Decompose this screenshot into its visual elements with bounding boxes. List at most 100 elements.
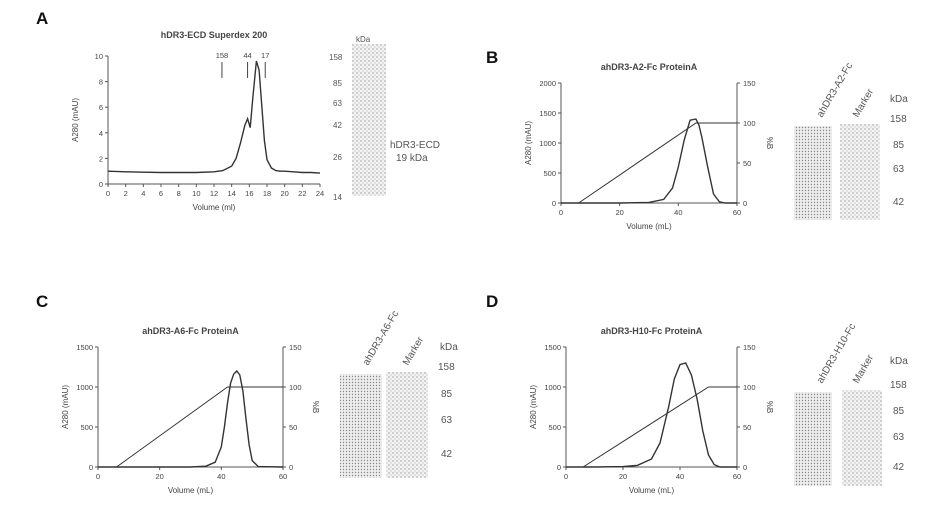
gel-lane-sample-c — [340, 374, 382, 478]
gel-lane-marker-c — [386, 372, 428, 478]
x-axis-label-b: Volume (mL) — [626, 222, 672, 231]
gel-lane-sample-d — [794, 392, 832, 486]
mw-marker-label-a: 44 — [243, 51, 251, 60]
chart-title-c: ahDR3-A6-Fc ProteinA — [142, 326, 239, 336]
x-tick-label-d: 0 — [564, 472, 568, 481]
x-axis-label-c: Volume (mL) — [168, 486, 214, 495]
x-tick-label-c: 20 — [155, 472, 163, 481]
gel-lane-marker-b — [840, 124, 880, 220]
x-tick-label-b: 60 — [733, 208, 741, 217]
gel-marker-26: 26 — [333, 153, 342, 162]
y2-tick-label-b: 100 — [743, 119, 756, 128]
gel-lane-label-marker-d: Marker — [851, 352, 876, 385]
panel-letter-b: B — [486, 48, 498, 67]
chart-panel-c: ahDR3-A6-Fc ProteinA02040600500100015000… — [61, 326, 320, 495]
gel-band-label-name: hDR3-ECD — [390, 140, 440, 151]
gel-marker-63-d: 63 — [893, 432, 905, 443]
x-tick-label-a: 8 — [177, 189, 181, 198]
y2-tick-label-c: 50 — [289, 423, 297, 432]
y-tick-label-a: 10 — [95, 52, 103, 61]
y2-tick-label-b: 50 — [743, 159, 751, 168]
series-line-d-gradient — [583, 387, 737, 467]
gel-lane-label-sample-b: ahDR3-A2-Fc — [815, 61, 855, 119]
gel-marker-85: 85 — [333, 79, 342, 88]
y2-tick-label-d: 0 — [743, 463, 747, 472]
gel-lane-label-sample-c: ahDR3-A6-Fc — [361, 309, 401, 367]
y-tick-label-d: 500 — [548, 423, 561, 432]
x-tick-label-a: 4 — [141, 189, 145, 198]
gel-lane-label-sample-d: ahDR3-H10-Fc — [815, 322, 858, 386]
y-tick-label-a: 2 — [99, 154, 103, 163]
gel-marker-85-d: 85 — [893, 406, 905, 417]
y-axis-label-b: A280 (mAU) — [524, 121, 533, 165]
y-tick-label-a: 0 — [99, 180, 103, 189]
x-tick-label-d: 60 — [733, 472, 741, 481]
x-tick-label-a: 16 — [245, 189, 253, 198]
y-tick-label-d: 1000 — [544, 383, 561, 392]
y2-tick-label-b: 0 — [743, 199, 747, 208]
x-tick-label-a: 6 — [159, 189, 163, 198]
gel-lane-sample-b — [794, 126, 832, 220]
gel-marker-63-c: 63 — [441, 415, 453, 426]
x-tick-label-c: 60 — [279, 472, 287, 481]
y-tick-label-b: 1500 — [539, 109, 556, 118]
gel-marker-42-d: 42 — [893, 462, 905, 473]
y-tick-label-a: 6 — [99, 103, 103, 112]
x-tick-label-c: 0 — [96, 472, 100, 481]
x-tick-label-d: 20 — [619, 472, 627, 481]
chart-title-a: hDR3-ECD Superdex 200 — [161, 30, 268, 40]
gel-marker-63-b: 63 — [893, 164, 905, 175]
series-line-b-absorbance — [561, 119, 737, 203]
gel-unit-label-d: kDa — [890, 356, 908, 367]
y-tick-label-b: 1000 — [539, 139, 556, 148]
y-tick-label-d: 1500 — [544, 343, 561, 352]
x-axis-label-d: Volume (mL) — [629, 486, 675, 495]
gel-unit-label-b: kDa — [890, 94, 908, 105]
gel-marker-85-b: 85 — [893, 140, 905, 151]
x-tick-label-a: 18 — [263, 189, 271, 198]
mw-marker-label-a: 17 — [261, 51, 269, 60]
chart-panel-b: ahDR3-A2-Fc ProteinA02040600500100015002… — [524, 62, 774, 231]
chart-title-b: ahDR3-A2-Fc ProteinA — [601, 62, 698, 72]
y-tick-label-b: 2000 — [539, 79, 556, 88]
x-tick-label-a: 20 — [280, 189, 288, 198]
y2-tick-label-c: 0 — [289, 463, 293, 472]
gel-unit-label-a: kDa — [356, 35, 371, 44]
y-tick-label-a: 8 — [99, 78, 103, 87]
panel-letter-a: A — [36, 9, 48, 28]
x-tick-label-b: 0 — [559, 208, 563, 217]
panel-letter-c: C — [36, 292, 48, 311]
x-tick-label-b: 20 — [615, 208, 623, 217]
x-tick-label-a: 14 — [227, 189, 235, 198]
y-tick-label-c: 0 — [89, 463, 93, 472]
chart-panel-a: hDR3-ECD Superdex 2000246810121416182022… — [71, 30, 324, 212]
y-tick-label-d: 0 — [557, 463, 561, 472]
gel-panel-d: ahDR3-H10-Fc Marker kDa 158 85 63 42 — [794, 322, 908, 486]
x-tick-label-d: 40 — [676, 472, 684, 481]
y2-tick-label-b: 150 — [743, 79, 756, 88]
gel-lane-label-marker-c: Marker — [401, 334, 426, 367]
y2-tick-label-c: 100 — [289, 383, 302, 392]
y-tick-label-a: 4 — [99, 129, 103, 138]
x-tick-label-a: 24 — [316, 189, 324, 198]
x-axis-label-a: Volume (ml) — [193, 203, 236, 212]
gel-marker-14: 14 — [333, 193, 342, 202]
gel-unit-label-c: kDa — [440, 342, 458, 353]
series-line-d-absorbance — [566, 363, 737, 467]
y-tick-label-c: 1000 — [76, 383, 93, 392]
x-tick-label-a: 0 — [106, 189, 110, 198]
x-tick-label-a: 12 — [210, 189, 218, 198]
gel-lane-a — [352, 44, 386, 196]
x-tick-label-a: 2 — [124, 189, 128, 198]
y-axis-label-d: A280 (mAU) — [529, 385, 538, 429]
chart-panel-d: ahDR3-H10-Fc ProteinA0204060050010001500… — [529, 326, 774, 495]
mw-marker-label-a: 158 — [216, 51, 229, 60]
y2-tick-label-c: 150 — [289, 343, 302, 352]
gel-marker-158-b: 158 — [890, 114, 907, 125]
gel-panel-b: ahDR3-A2-Fc Marker kDa 158 85 63 42 — [794, 61, 908, 220]
series-line-c-gradient — [117, 387, 284, 467]
chart-title-d: ahDR3-H10-Fc ProteinA — [601, 326, 703, 336]
gel-lane-label-marker-b: Marker — [851, 86, 876, 119]
y-tick-label-c: 500 — [80, 423, 93, 432]
x-tick-label-a: 10 — [192, 189, 200, 198]
